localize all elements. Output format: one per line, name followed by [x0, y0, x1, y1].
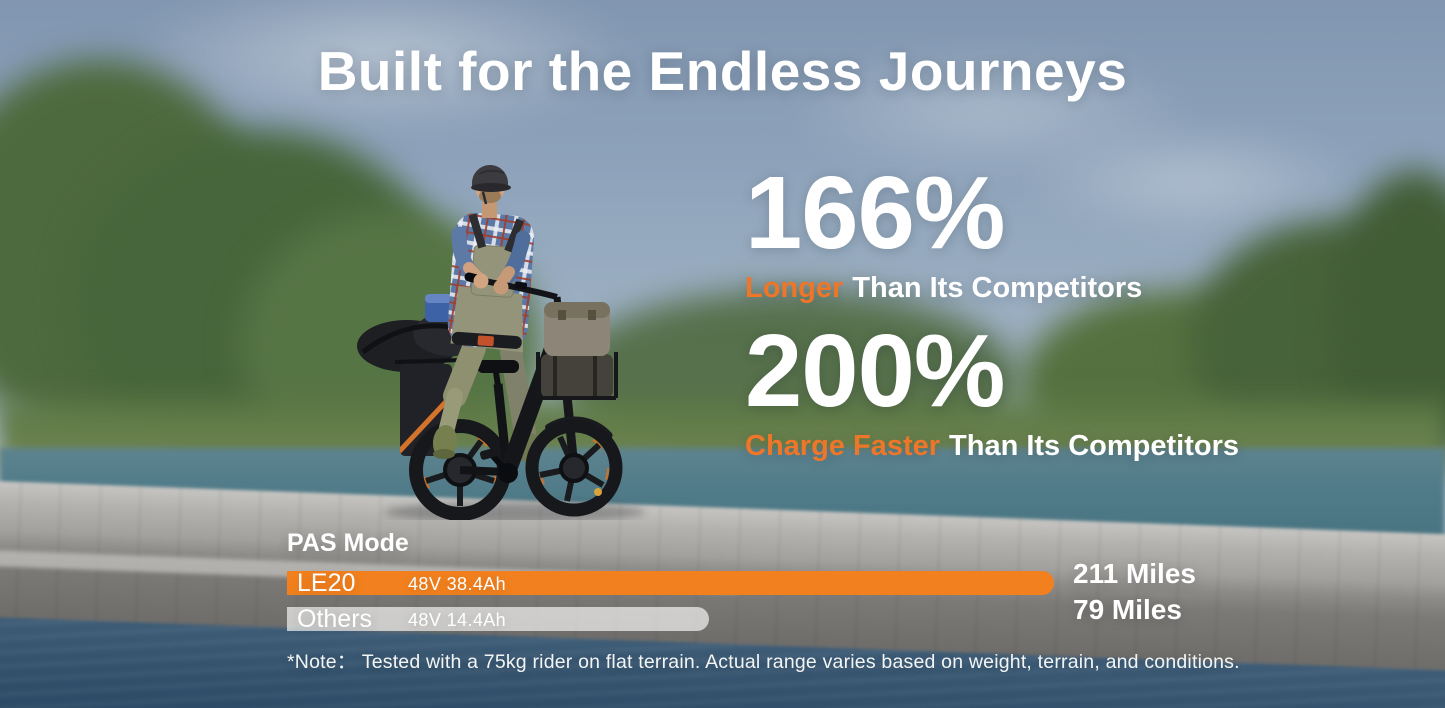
stat-range-highlight: Longer [745, 272, 844, 304]
bar-le20 [287, 571, 1054, 595]
front-cargo-bags [536, 302, 618, 400]
stat-range: 166% Longer Than Its Competitors [745, 155, 1142, 304]
stat-charge-caption: Charge Faster Than Its Competitors [745, 430, 1239, 462]
cloud [1020, 130, 1360, 230]
bar-row-others: Others 48V 14.4Ah 79 Miles [287, 596, 1182, 633]
bar-le20-label: LE20 [297, 569, 356, 597]
stat-charge-rest: Than Its Competitors [949, 430, 1240, 462]
bar-others [287, 607, 709, 631]
footnote: *Note： Tested with a 75kg rider on flat … [287, 651, 1240, 673]
bar-le20-miles: 211 Miles [1073, 558, 1196, 589]
rider-head [471, 164, 511, 218]
bar-others-battery: 48V 14.4Ah [408, 610, 507, 630]
cloud [780, 50, 1200, 170]
headline: Built for the Endless Journeys [317, 40, 1128, 102]
stat-range-caption: Longer Than Its Competitors [745, 272, 1142, 304]
bar-others-label: Others [297, 605, 373, 633]
bar-le20-battery: 48V 38.4Ah [408, 574, 507, 594]
stat-range-rest: Than Its Competitors [852, 272, 1143, 304]
stat-charge: 200% Charge Faster Than Its Competitors [745, 313, 1239, 462]
rider-near-leg [432, 336, 486, 459]
chart-title: PAS Mode [287, 529, 409, 557]
range-comparison-chart: PAS Mode LE20 48V 38.4Ah 211 Miles Other… [287, 529, 1196, 643]
bar-others-miles: 79 Miles [1073, 594, 1182, 625]
bar-track [287, 571, 1054, 595]
bar-track [287, 607, 1054, 631]
stat-charge-value: 200% [745, 313, 1005, 428]
bar-row-le20: LE20 48V 38.4Ah 211 Miles [287, 560, 1196, 597]
rider-ebike-illustration [357, 164, 645, 520]
front-wheel [522, 416, 626, 520]
stat-range-value: 166% [745, 155, 1005, 270]
stat-charge-highlight: Charge Faster [745, 430, 941, 462]
